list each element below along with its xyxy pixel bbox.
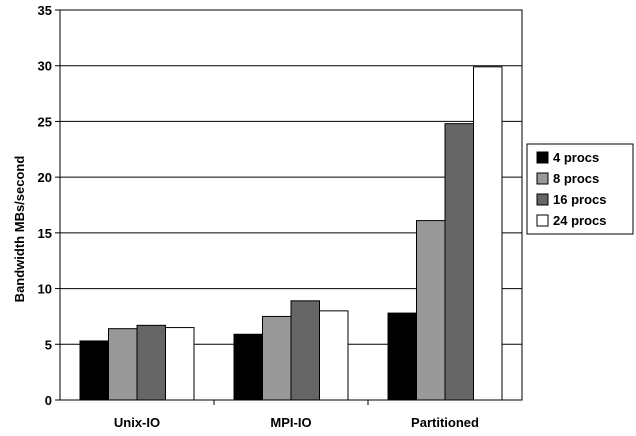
y-tick-label: 0 [45,393,52,408]
legend-label: 4 procs [553,150,599,165]
y-tick-labels: 0 5 10 15 20 25 30 35 [38,3,52,408]
y-tick-label: 25 [38,114,52,129]
y-tick-label: 20 [38,170,52,185]
y-tick-label: 35 [38,3,52,18]
bar [262,315,292,401]
legend-label: 8 procs [553,171,599,186]
bar [165,327,195,401]
x-category-label: MPI-IO [270,415,311,430]
bar [108,328,138,401]
legend-swatch [536,172,549,185]
bar [319,310,349,401]
y-tick-label: 10 [38,282,52,297]
y-tick-label: 5 [45,337,52,352]
legend-swatch [536,214,549,227]
bar [290,300,320,401]
x-category-label: Unix-IO [114,415,160,430]
legend-label: 24 procs [553,213,606,228]
axes [55,9,523,405]
y-tick-label: 15 [38,226,52,241]
x-category-label: Partitioned [411,415,479,430]
bar [444,123,474,401]
bar [79,340,109,401]
legend-label: 16 procs [553,192,606,207]
bar [387,312,417,401]
y-axis-title: Bandwidth MBs/second [12,156,27,303]
bar [416,220,446,401]
x-category-labels: Unix-IO MPI-IO Partitioned [114,415,479,430]
y-tick-label: 30 [38,59,52,74]
legend-swatch [536,193,549,206]
legend-swatch [536,151,549,164]
bar [136,324,166,401]
bars [79,66,503,401]
legend: 4 procs 8 procs 16 procs 24 procs [526,143,634,235]
plot-frame [59,9,523,401]
bar [233,333,263,401]
bar [473,66,503,401]
